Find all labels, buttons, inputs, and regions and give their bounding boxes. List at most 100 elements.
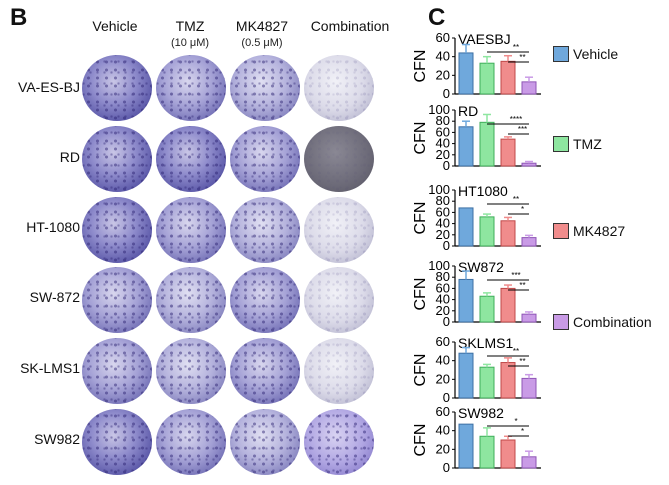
y-tick-label: 40 — [436, 353, 450, 368]
bar-combination — [521, 313, 537, 323]
y-tick-label: 0 — [443, 158, 450, 173]
y-tick-label: 60 — [436, 404, 450, 419]
colony-dish-sw872-vehicle — [82, 267, 152, 333]
legend-label-mk4827: MK4827 — [573, 223, 626, 239]
colony-dish-rd-combination — [304, 126, 374, 192]
legend-item-mk4827: MK4827 — [553, 223, 625, 239]
y-tick-label: 0 — [443, 460, 450, 475]
colony-dish-sklms1-combination — [304, 338, 374, 404]
y-tick-label: 20 — [436, 303, 450, 318]
y-tick-label: 60 — [436, 30, 450, 45]
chart-title: VAESBJ — [458, 31, 511, 47]
y-tick-label: 40 — [436, 292, 450, 307]
row-label-vaesbj: VA-ES-BJ — [18, 79, 80, 95]
legend-swatch-vehicle — [553, 46, 569, 62]
colony-dish-ht1080-vehicle — [82, 197, 152, 263]
bar-mk4827 — [500, 220, 516, 247]
y-tick-label: 20 — [436, 441, 450, 456]
significance-label: * — [521, 205, 524, 214]
legend-item-combination: Combination — [553, 314, 652, 330]
bar-mk4827 — [500, 362, 516, 399]
row-label-sw982: SW982 — [34, 431, 80, 447]
colony-dish-rd-tmz — [156, 126, 226, 192]
bar-combination — [521, 162, 537, 167]
bar-tmz — [479, 121, 495, 167]
row-label-rd: RD — [59, 149, 80, 165]
y-tick-label: 20 — [436, 147, 450, 162]
column-sub-tmz: (10 μM) — [170, 37, 210, 49]
y-tick-label: 60 — [436, 204, 450, 219]
bar-vehicle — [458, 278, 474, 323]
y-axis-label: CFN — [412, 122, 429, 155]
y-tick-label: 0 — [443, 314, 450, 329]
panel-c-letter: C — [428, 4, 446, 31]
legend-swatch-combination — [553, 314, 569, 330]
row-label-ht1080: HT-1080 — [26, 219, 80, 235]
colony-dish-ht1080-tmz — [156, 197, 226, 263]
legend-label-vehicle: Vehicle — [573, 46, 619, 62]
bar-tmz — [479, 366, 495, 399]
colony-dish-sklms1-mk4827 — [230, 338, 300, 404]
significance-label: ** — [513, 43, 519, 52]
chart-title: HT1080 — [458, 183, 508, 199]
y-tick-label: 0 — [443, 238, 450, 253]
colony-dish-rd-mk4827 — [230, 126, 300, 192]
y-axis-label: CFN — [412, 354, 429, 387]
colony-dish-vaesbj-mk4827 — [230, 55, 300, 121]
bar-tmz — [479, 295, 495, 323]
colony-dish-ht1080-mk4827 — [230, 197, 300, 263]
significance-label: * — [514, 417, 517, 426]
significance-label: ** — [519, 281, 525, 290]
chart-title: SW872 — [458, 259, 504, 275]
bar-mk4827 — [500, 439, 516, 469]
legend-item-tmz: TMZ — [553, 136, 602, 152]
significance-label: **** — [510, 115, 522, 124]
bar-vehicle — [458, 352, 474, 399]
legend-swatch-mk4827 — [553, 223, 569, 239]
significance-label: *** — [518, 125, 527, 134]
bar-combination — [521, 237, 537, 247]
bar-mk4827 — [500, 287, 516, 323]
y-tick-label: 20 — [436, 227, 450, 242]
y-tick-label: 60 — [436, 334, 450, 349]
bar-combination — [521, 456, 537, 469]
row-label-sw872: SW-872 — [29, 289, 80, 305]
y-tick-label: 60 — [436, 124, 450, 139]
y-tick-label: 100 — [428, 102, 450, 117]
bar-tmz — [479, 62, 495, 95]
chart-title: RD — [458, 103, 478, 119]
column-header-vehicle: Vehicle — [92, 18, 138, 34]
y-tick-label: 100 — [428, 258, 450, 273]
y-tick-label: 80 — [436, 193, 450, 208]
y-axis-label: CFN — [412, 50, 429, 83]
y-tick-label: 40 — [436, 136, 450, 151]
y-axis-label: CFN — [412, 424, 429, 457]
column-sub-mk4827: (0.5 μM) — [241, 37, 283, 49]
significance-label: *** — [511, 271, 520, 280]
colony-dish-rd-vehicle — [82, 126, 152, 192]
colony-dish-vaesbj-vehicle — [82, 55, 152, 121]
colony-dish-sw872-combination — [304, 267, 374, 333]
bar-combination — [521, 81, 537, 95]
y-tick-label: 0 — [443, 86, 450, 101]
legend-item-vehicle: Vehicle — [553, 46, 618, 62]
panel-b-letter: B — [10, 4, 28, 31]
chart-title: SW982 — [458, 405, 504, 421]
y-tick-label: 0 — [443, 390, 450, 405]
y-tick-label: 20 — [436, 67, 450, 82]
bar-vehicle — [458, 126, 474, 167]
significance-label: ** — [513, 347, 519, 356]
significance-label: * — [521, 427, 524, 436]
significance-label: ** — [513, 195, 519, 204]
column-header-mk4827: MK4827 — [235, 18, 289, 34]
column-header-combination: Combination — [310, 18, 390, 34]
y-tick-label: 80 — [436, 269, 450, 284]
bar-tmz — [479, 435, 495, 469]
y-tick-label: 20 — [436, 371, 450, 386]
bar-combination — [521, 377, 537, 399]
colony-dish-sw982-vehicle — [82, 409, 152, 475]
colony-dish-sw982-mk4827 — [230, 409, 300, 475]
significance-label: ** — [519, 357, 525, 366]
significance-label: ** — [519, 53, 525, 62]
legend-label-tmz: TMZ — [573, 136, 602, 152]
